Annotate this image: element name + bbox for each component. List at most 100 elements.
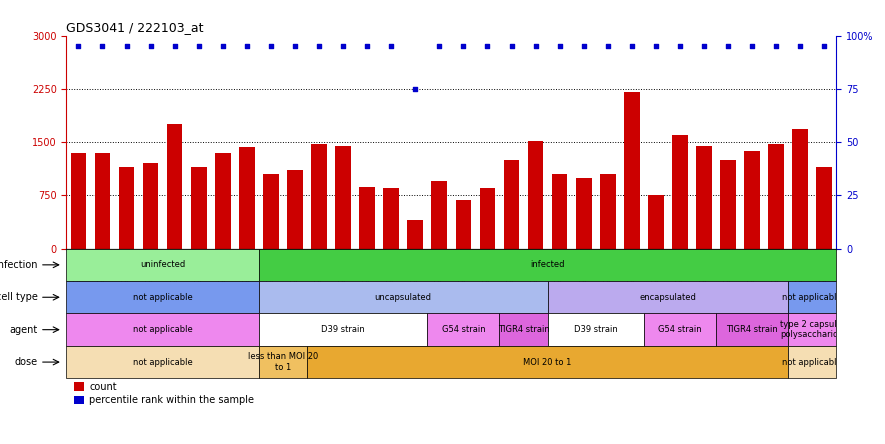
Bar	[789, 313, 836, 346]
Text: D39 strain: D39 strain	[321, 325, 365, 334]
Bar	[191, 167, 206, 249]
Point	[696, 43, 711, 50]
Text: not applicable: not applicable	[782, 357, 843, 367]
Bar	[215, 153, 231, 249]
Text: uncapsulated: uncapsulated	[374, 293, 432, 302]
Bar	[407, 220, 423, 249]
Point	[552, 43, 566, 50]
Bar	[258, 281, 548, 313]
Bar	[648, 195, 664, 249]
Point	[577, 43, 591, 50]
Bar	[66, 346, 258, 378]
Bar	[499, 313, 548, 346]
Bar	[624, 92, 640, 249]
Point	[649, 43, 663, 50]
Text: count: count	[89, 381, 117, 392]
Text: not applicable: not applicable	[133, 325, 193, 334]
Point	[721, 43, 735, 50]
Point	[817, 43, 831, 50]
Bar	[287, 170, 303, 249]
Text: not applicable: not applicable	[133, 357, 193, 367]
Point	[96, 43, 110, 50]
Bar	[744, 151, 760, 249]
Text: encapsulated: encapsulated	[640, 293, 696, 302]
Bar	[789, 281, 836, 313]
Text: infected: infected	[530, 260, 565, 270]
Bar	[792, 129, 808, 249]
Point	[625, 43, 639, 50]
Text: not applicable: not applicable	[133, 293, 193, 302]
Point	[432, 43, 446, 50]
Point	[192, 43, 206, 50]
Bar	[480, 187, 496, 249]
Bar	[504, 160, 519, 249]
Bar	[258, 249, 836, 281]
Bar	[789, 346, 836, 378]
Bar	[307, 346, 789, 378]
Point	[240, 43, 254, 50]
Bar	[817, 167, 832, 249]
Text: dose: dose	[14, 357, 37, 367]
Bar	[142, 163, 158, 249]
Point	[408, 85, 422, 92]
Bar	[432, 181, 447, 249]
Bar	[552, 174, 567, 249]
Point	[72, 43, 86, 50]
Bar	[696, 146, 712, 249]
Bar	[644, 313, 716, 346]
Text: G54 strain: G54 strain	[442, 325, 485, 334]
Point	[119, 43, 134, 50]
Bar	[716, 313, 789, 346]
Bar	[720, 160, 735, 249]
Text: GDS3041 / 222103_at: GDS3041 / 222103_at	[66, 21, 204, 34]
Bar	[73, 382, 84, 391]
Bar	[239, 147, 255, 249]
Point	[288, 43, 302, 50]
Bar	[335, 146, 350, 249]
Point	[360, 43, 374, 50]
Bar	[312, 144, 327, 249]
Point	[528, 43, 543, 50]
Bar	[258, 346, 307, 378]
Text: cell type: cell type	[0, 292, 37, 302]
Text: type 2 capsular
polysaccharide: type 2 capsular polysaccharide	[780, 320, 845, 339]
Point	[504, 43, 519, 50]
Text: not applicable: not applicable	[782, 293, 843, 302]
Text: TIGR4 strain: TIGR4 strain	[727, 325, 778, 334]
Text: percentile rank within the sample: percentile rank within the sample	[89, 395, 254, 405]
Bar	[768, 143, 784, 249]
Point	[336, 43, 350, 50]
Bar	[456, 200, 471, 249]
Point	[216, 43, 230, 50]
Point	[167, 43, 181, 50]
Point	[143, 43, 158, 50]
Text: TIGR4 strain: TIGR4 strain	[497, 325, 550, 334]
Bar	[383, 188, 399, 249]
Point	[312, 43, 326, 50]
Bar	[258, 313, 427, 346]
Bar	[71, 153, 86, 249]
Point	[601, 43, 615, 50]
Bar	[263, 174, 279, 249]
Text: uninfected: uninfected	[140, 260, 185, 270]
Point	[793, 43, 807, 50]
Text: infection: infection	[0, 260, 37, 270]
Bar	[427, 313, 499, 346]
Point	[384, 43, 398, 50]
Bar	[95, 153, 111, 249]
Point	[769, 43, 783, 50]
Point	[673, 43, 687, 50]
Bar	[548, 281, 789, 313]
Bar	[527, 141, 543, 249]
Text: less than MOI 20
to 1: less than MOI 20 to 1	[248, 353, 318, 372]
Point	[457, 43, 471, 50]
Text: G54 strain: G54 strain	[658, 325, 702, 334]
Text: D39 strain: D39 strain	[573, 325, 618, 334]
Bar	[119, 167, 135, 249]
Bar	[66, 313, 258, 346]
Bar	[672, 135, 688, 249]
Point	[264, 43, 278, 50]
Bar	[600, 174, 616, 249]
Bar	[66, 249, 258, 281]
Bar	[548, 313, 644, 346]
